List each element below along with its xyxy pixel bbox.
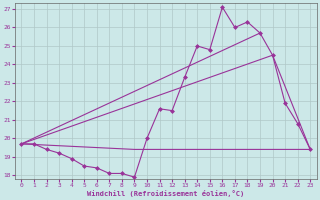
- X-axis label: Windchill (Refroidissement éolien,°C): Windchill (Refroidissement éolien,°C): [87, 190, 244, 197]
